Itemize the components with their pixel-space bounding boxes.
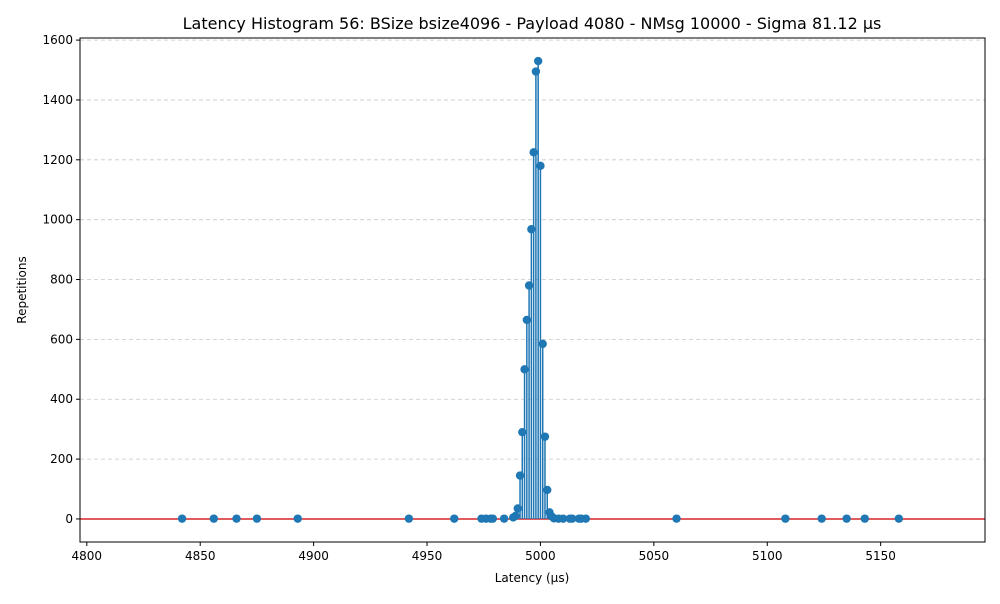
stem-marker (894, 514, 904, 523)
stem-marker (522, 315, 532, 325)
chart-title: Latency Histogram 56: BSize bsize4096 - … (183, 14, 882, 33)
stem-marker (513, 504, 522, 513)
stem-marker (404, 514, 414, 523)
x-tick-label: 5100 (752, 549, 783, 563)
stem-marker (567, 514, 577, 523)
stem-marker (293, 514, 302, 523)
stem-series (181, 61, 900, 519)
stem-marker (232, 514, 241, 523)
stem-marker (531, 67, 541, 76)
y-axis-ticks: 0 200 400 600 800 1000 1200 1400 1600 (42, 33, 80, 526)
x-tick-label: 4900 (298, 549, 329, 563)
stem-marker (520, 365, 529, 374)
stem-marker (543, 485, 552, 495)
stem-marker (518, 427, 527, 437)
stem-marker (817, 514, 826, 523)
stem-marker (209, 514, 219, 523)
stem-marker (488, 514, 498, 523)
stem-marker (558, 514, 568, 523)
y-tick-label: 800 (50, 273, 73, 287)
x-tick-label: 5150 (865, 549, 896, 563)
y-tick-label: 1000 (42, 213, 73, 227)
y-tick-label: 200 (50, 452, 73, 466)
x-tick-label: 4800 (72, 549, 103, 563)
stem-marker (540, 432, 550, 441)
y-tick-label: 600 (50, 332, 73, 346)
stem-marker (860, 514, 869, 523)
stem-marker (450, 514, 459, 523)
stem-marker (524, 281, 534, 290)
x-axis-ticks: 4800 4850 4900 4950 5000 5050 5100 5150 (72, 542, 896, 563)
stem-marker (529, 148, 538, 157)
gridlines (80, 39, 985, 520)
y-tick-label: 1200 (42, 153, 73, 167)
stem-marker (515, 471, 525, 480)
x-tick-label: 4950 (412, 549, 443, 563)
stem-marker (842, 514, 851, 523)
x-tick-label: 4850 (185, 549, 216, 563)
x-tick-label: 5050 (639, 549, 670, 563)
x-axis-label: Latency (µs) (495, 571, 570, 585)
y-tick-label: 400 (50, 392, 73, 406)
stem-marker (581, 514, 591, 523)
stem-marker (177, 514, 187, 523)
stem-marker (533, 56, 543, 66)
y-tick-label: 1400 (42, 93, 73, 107)
y-axis-label: Repetitions (15, 256, 29, 323)
stem-marker (536, 161, 545, 170)
plot-frame (79, 37, 986, 543)
x-tick-label: 5000 (525, 549, 556, 563)
stem-marker (511, 511, 520, 521)
y-tick-label: 1600 (42, 33, 73, 47)
stem-marker (252, 514, 262, 523)
stem-marker (527, 225, 536, 234)
stem-marker (499, 514, 509, 523)
stem-marker (672, 514, 681, 523)
stem-marker (538, 339, 547, 349)
stem-marker (781, 514, 790, 523)
y-tick-label: 0 (65, 512, 73, 526)
marker-series (177, 56, 904, 523)
